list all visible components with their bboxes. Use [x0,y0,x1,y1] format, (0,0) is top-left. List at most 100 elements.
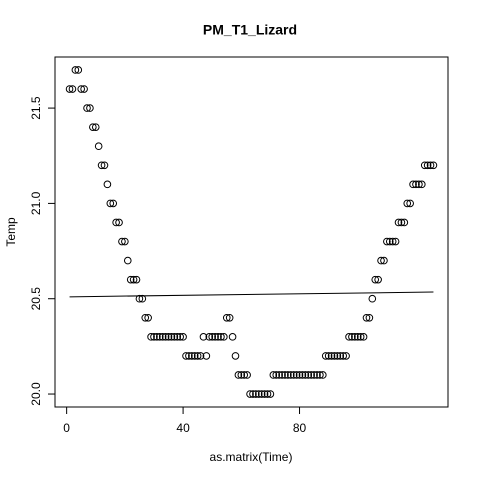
point [167,333,176,341]
point [199,333,208,341]
point [202,352,211,360]
point [429,161,438,170]
point [426,161,435,170]
point [132,275,141,284]
point [263,390,272,398]
point [409,180,417,189]
point [193,352,202,360]
point [196,352,205,360]
point [91,123,100,131]
point [161,333,170,341]
x-tick-label: 80 [293,421,307,435]
point [400,218,409,227]
plot-frame [54,56,449,408]
point [385,237,394,246]
point [100,161,109,170]
point [362,313,371,322]
point [365,313,374,322]
point [176,333,184,341]
point [182,352,190,360]
point [272,371,281,379]
y-tick-label: 20.0 [29,382,43,406]
point [179,333,187,341]
point [123,256,132,265]
point [243,371,251,379]
point [71,66,80,74]
point [252,390,260,398]
point [391,237,400,246]
point [359,333,368,341]
point [356,333,365,341]
point [246,390,254,398]
point [339,352,348,360]
point [327,352,336,360]
point [89,123,97,131]
point [109,199,118,208]
y-axis-label: Temp [4,217,18,247]
point [103,180,112,189]
point [94,142,103,151]
point [371,275,380,284]
point [220,333,228,341]
point [321,352,330,360]
point [353,333,362,341]
point [106,199,115,208]
point [188,352,196,360]
point [324,352,333,360]
point [316,371,324,379]
point [222,313,231,322]
x-tick-label: 40 [176,421,190,435]
point [141,313,150,322]
point [257,390,266,398]
point [237,371,246,379]
point [301,371,310,379]
point [208,333,216,341]
point [412,180,420,189]
point [217,333,225,341]
point [121,237,129,246]
point [205,333,214,341]
point [150,333,158,341]
point [380,256,388,265]
point [65,85,74,93]
point [287,371,295,379]
point [423,161,432,170]
point [415,180,423,189]
point [281,371,289,379]
point [115,218,123,227]
point [74,66,83,74]
point [164,333,173,341]
point [225,313,234,322]
point [156,333,164,341]
point [173,333,182,341]
point [418,180,426,189]
point [129,275,138,284]
point [307,371,315,379]
point [313,371,321,379]
point [397,218,406,227]
point [249,390,257,398]
point [269,371,278,379]
point [388,237,397,246]
point [118,237,126,246]
y-tick-label: 20.5 [29,287,43,311]
point [170,333,179,341]
point [97,161,106,170]
point [77,85,85,93]
x-axis-label: as.matrix(Time) [210,450,293,464]
point [126,275,135,284]
trend-line [69,291,434,298]
point [231,352,240,360]
point [295,371,304,379]
point [403,199,412,208]
point [147,333,155,341]
point [158,333,167,341]
point [368,294,377,303]
point [112,218,120,227]
x-tick-label: 0 [63,421,70,435]
point [377,256,385,265]
point [394,218,403,227]
point [345,333,353,341]
